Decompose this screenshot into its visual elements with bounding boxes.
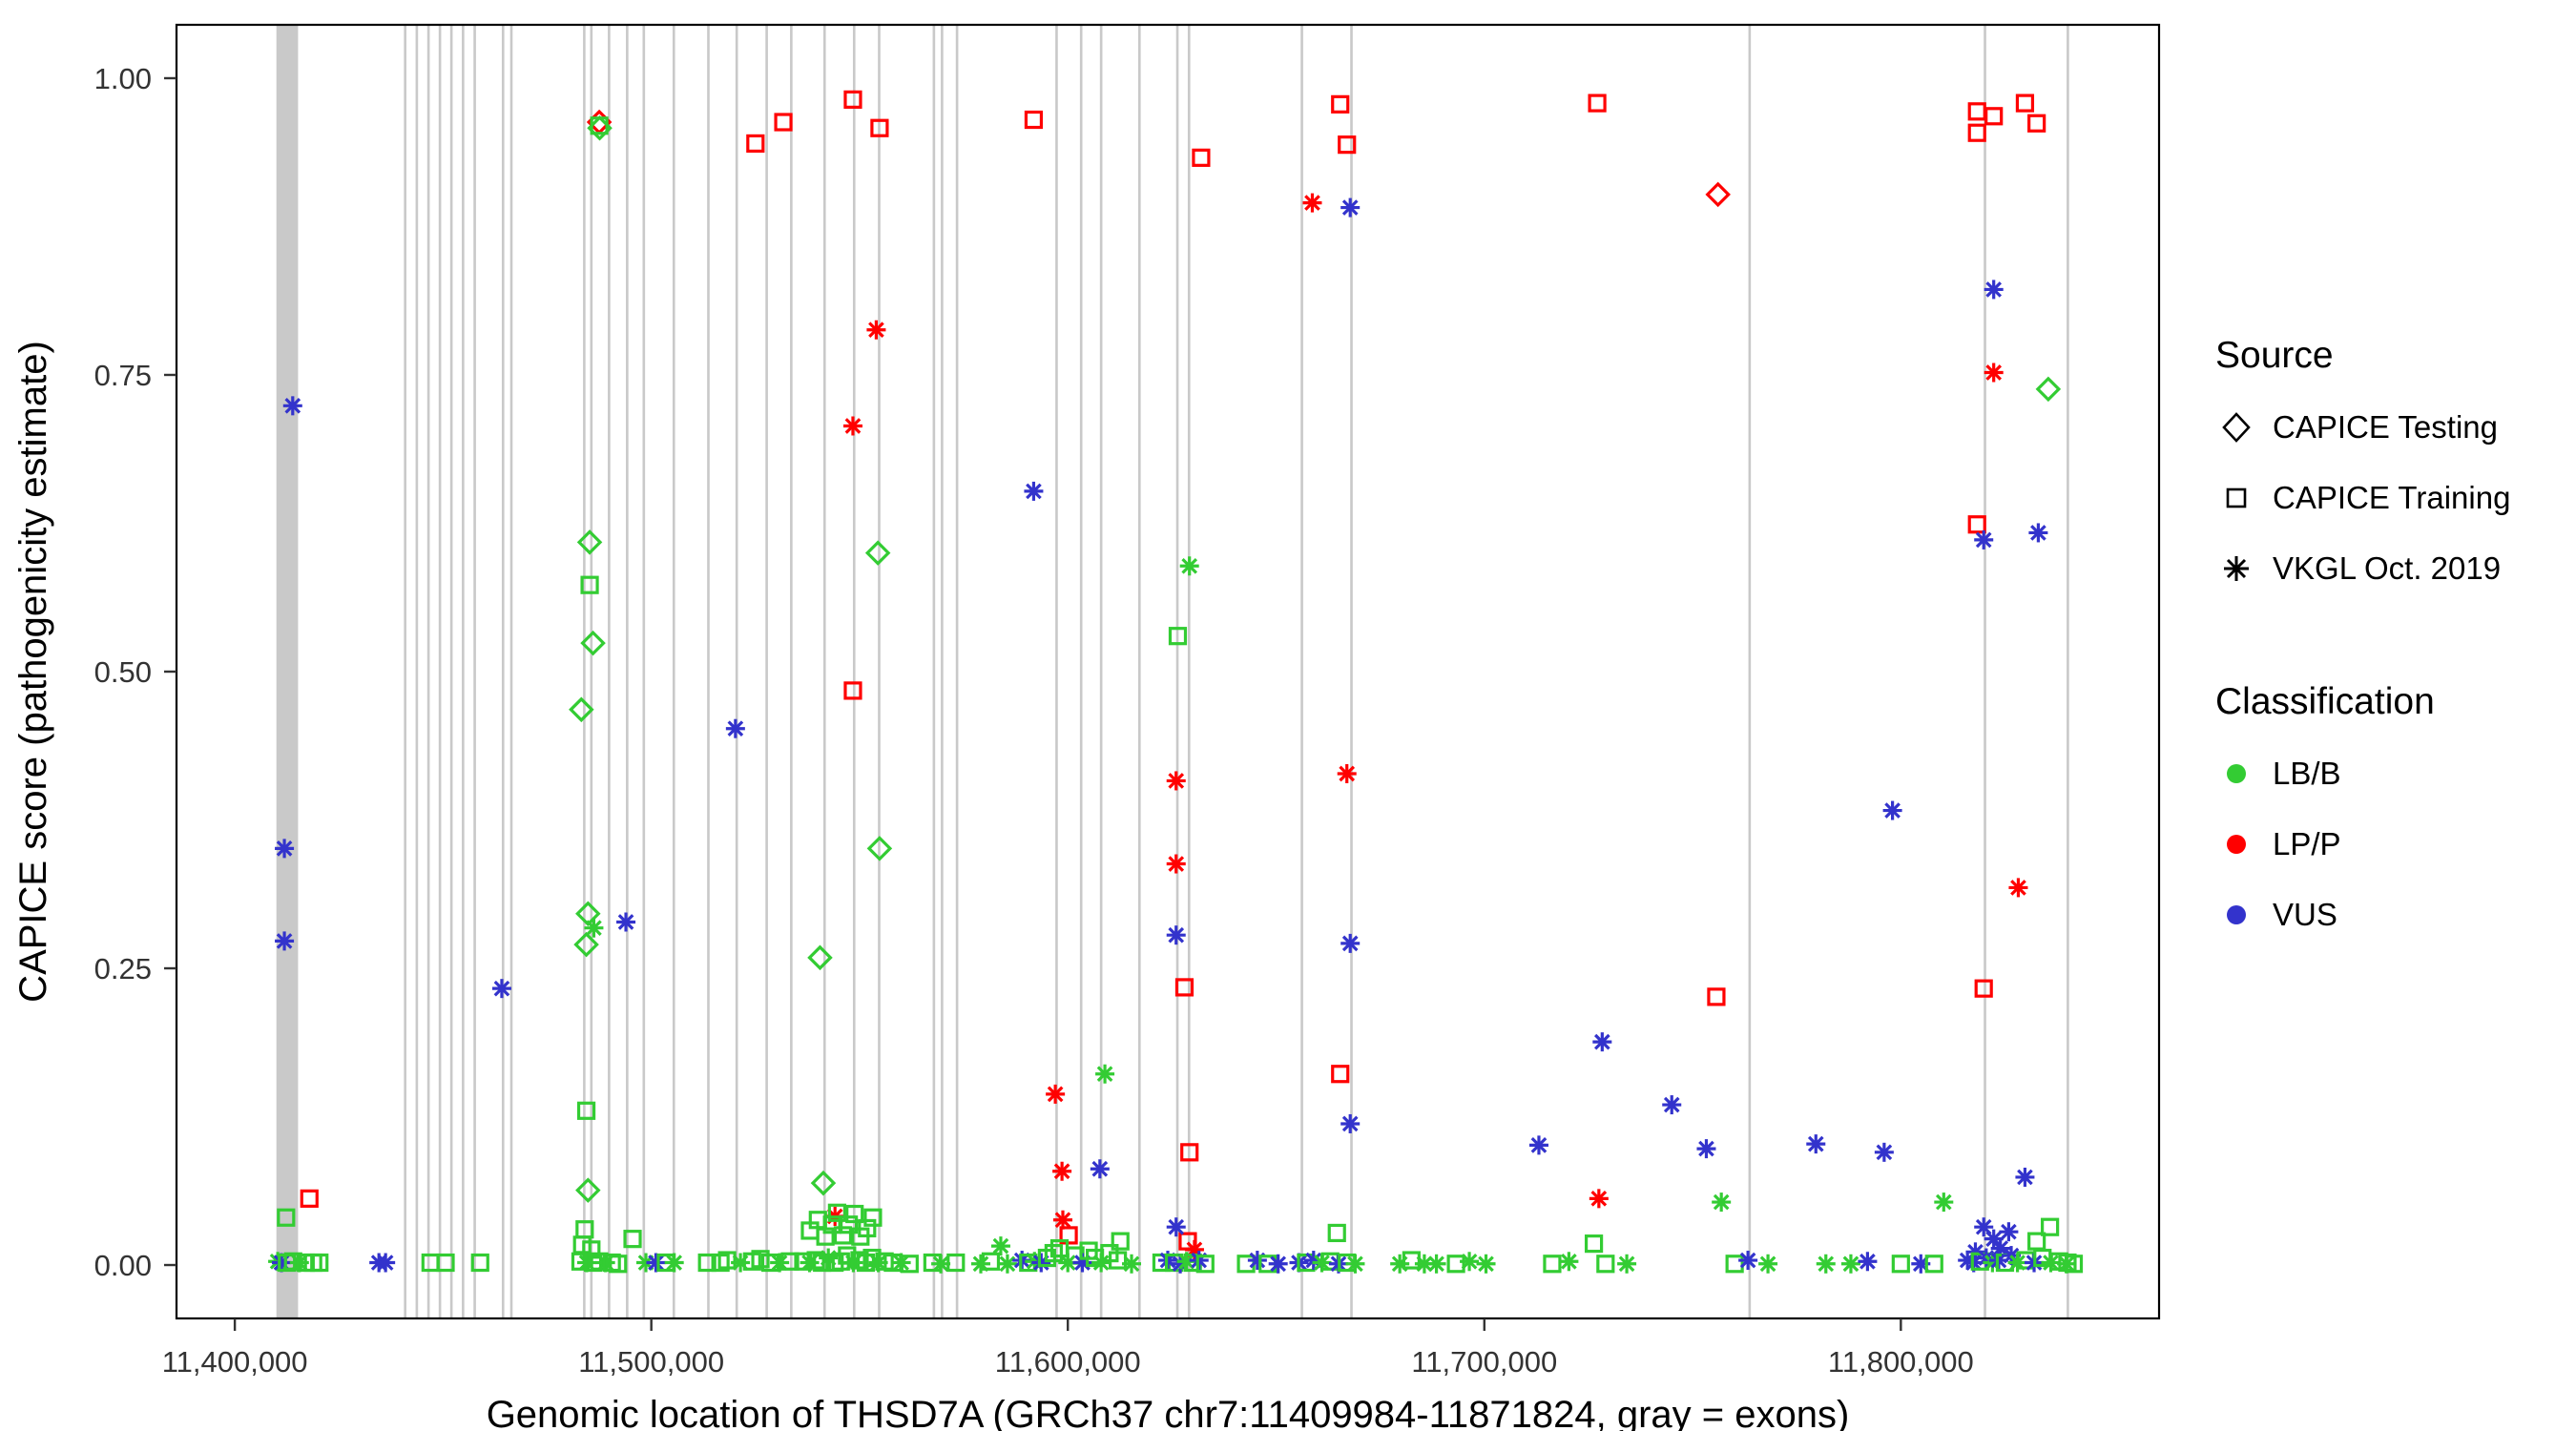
legend-item-label: VUS: [2273, 896, 2337, 932]
y-tick-label: 0.25: [94, 952, 152, 985]
legend-classification: Classification LB/B LP/P VUS: [2215, 680, 2568, 950]
green-dot-icon: [2227, 763, 2246, 783]
legend-item-label: LP/P: [2273, 825, 2341, 861]
legend-item-label: VKGL Oct. 2019: [2273, 550, 2502, 586]
legend-item-label: LB/B: [2273, 755, 2341, 791]
data-points: [268, 90, 2084, 1274]
x-tick-label: 11,500,000: [578, 1345, 724, 1379]
x-tick-label: 11,700,000: [1411, 1345, 1557, 1379]
axes: 11,400,000 11,500,000 11,600,000 11,700,000…: [12, 23, 2161, 1431]
x-tick-label: 11,400,000: [162, 1345, 308, 1379]
legend-source-title: Source: [2215, 335, 2334, 376]
y-tick-label: 1.00: [94, 62, 152, 95]
legend-item-capice-testing: CAPICE Testing: [2215, 392, 2568, 463]
plot-legend: Source CAPICE Testing CAPICE Training: [2215, 335, 2568, 950]
legend-item-label: CAPICE Testing: [2273, 408, 2498, 445]
legend-classification-title: Classification: [2215, 680, 2435, 722]
legend-item-lpp: LP/P: [2215, 809, 2568, 880]
blue-dot-icon: [2227, 904, 2246, 924]
legend-source: Source CAPICE Testing CAPICE Training: [2215, 335, 2568, 604]
x-tick-label: 11,800,000: [1828, 1345, 1974, 1379]
y-tick-label: 0.75: [94, 359, 152, 392]
y-tick-label: 0.00: [94, 1249, 152, 1282]
legend-item-vkgl: VKGL Oct. 2019: [2215, 533, 2568, 604]
legend-item-vus: VUS: [2215, 880, 2568, 950]
red-dot-icon: [2227, 834, 2246, 854]
square-icon: [2226, 487, 2247, 508]
asterisk-icon: [2224, 555, 2249, 581]
y-tick-label: 0.50: [94, 655, 152, 689]
x-axis-title: Genomic location of THSD7A (GRCh37 chr7:…: [487, 1394, 1850, 1431]
exon-bars: [276, 25, 2069, 1318]
legend-item-capice-training: CAPICE Training: [2215, 463, 2568, 533]
legend-item-label: CAPICE Training: [2273, 479, 2511, 515]
diamond-icon: [2222, 411, 2251, 443]
y-axis-title: CAPICE score (pathogenicity estimate): [12, 341, 54, 1003]
legend-item-lbb: LB/B: [2215, 738, 2568, 809]
x-tick-label: 11,600,000: [995, 1345, 1141, 1379]
